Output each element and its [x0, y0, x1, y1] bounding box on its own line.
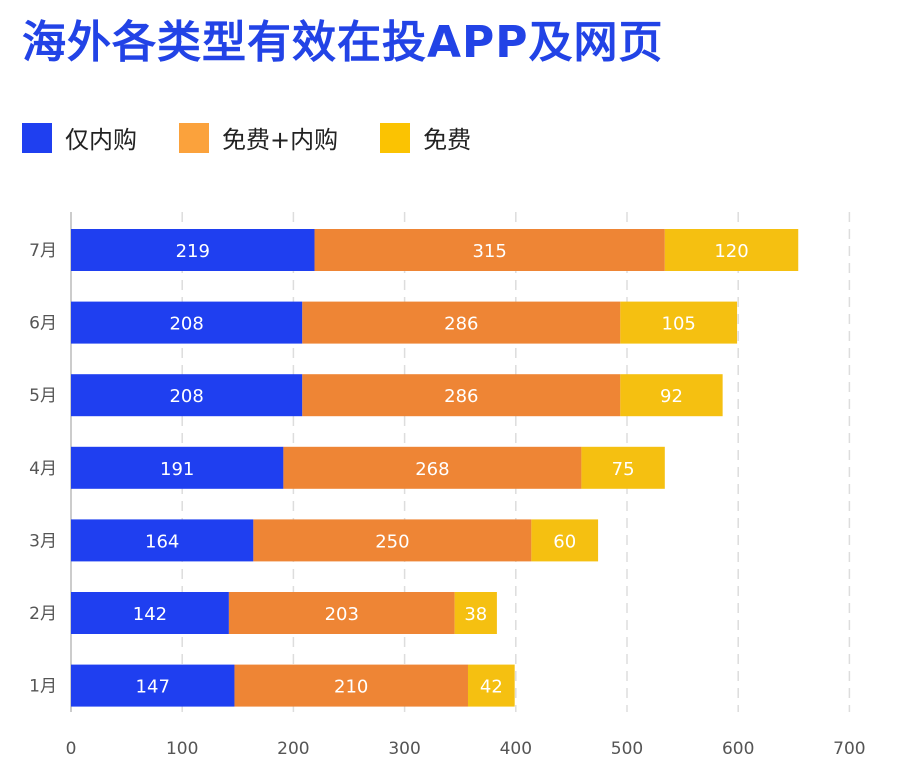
- chart-title: 海外各类型有效在投APP及网页: [22, 17, 664, 68]
- bar-segment: [664, 229, 799, 271]
- bar-value-label: 120: [714, 241, 748, 262]
- bar-value-label: 286: [444, 314, 478, 335]
- legend-label-iap-only: 仅内购: [65, 126, 137, 154]
- y-category-label: 1月: [29, 677, 57, 697]
- legend-swatch-free-plus-iap: [179, 122, 209, 153]
- bar-value-label: 38: [464, 604, 487, 625]
- bar-segment: [314, 229, 665, 271]
- legend-label-free: 免费: [423, 126, 472, 154]
- x-tick-label: 500: [611, 739, 643, 759]
- x-tick-label: 700: [833, 739, 865, 759]
- legend-swatch-iap-only: [22, 122, 52, 153]
- legend-swatch-free: [380, 122, 411, 153]
- bar-segment: [531, 519, 599, 562]
- bar-value-label: 142: [133, 604, 167, 625]
- bar-segment: [620, 301, 738, 344]
- bar-segment: [71, 301, 303, 344]
- bar-segment: [71, 664, 235, 707]
- y-category-label: 7月: [29, 241, 57, 261]
- bar-value-label: 42: [480, 677, 503, 698]
- y-category-label: 5月: [29, 386, 57, 406]
- bar-segment: [253, 519, 532, 562]
- bar-value-label: 147: [136, 677, 170, 698]
- y-category-label: 4月: [29, 459, 57, 479]
- y-category-label: 3月: [29, 531, 57, 551]
- bar-segment: [71, 519, 254, 562]
- bar-segment: [71, 229, 315, 271]
- bar-value-label: 92: [660, 386, 683, 407]
- legend-item-free: 免费: [380, 120, 471, 155]
- bar-value-label: 164: [145, 531, 179, 552]
- legend-item-free-plus-iap: 免费+内购: [179, 120, 338, 155]
- bar-value-label: 60: [553, 531, 576, 552]
- x-tick-label: 0: [66, 739, 77, 759]
- x-tick-label: 100: [166, 739, 198, 759]
- bar-segment: [302, 301, 621, 344]
- bar-value-label: 75: [612, 459, 635, 480]
- bar-segment: [581, 446, 665, 489]
- bar-segment: [71, 374, 303, 417]
- bar-value-label: 208: [169, 314, 203, 335]
- y-category-label: 6月: [29, 314, 57, 334]
- bar-segment: [71, 446, 284, 489]
- bar-value-label: 210: [334, 677, 368, 698]
- bar-value-label: 250: [375, 531, 409, 552]
- x-tick-label: 200: [277, 739, 309, 759]
- bar-segment: [234, 664, 468, 707]
- y-category-label: 2月: [29, 604, 57, 624]
- bar-value-label: 208: [169, 386, 203, 407]
- legend: 仅内购 免费+内购 免费: [22, 120, 471, 155]
- bar-value-label: 268: [415, 459, 449, 480]
- bar-value-label: 191: [160, 459, 194, 480]
- bar-segment: [302, 374, 621, 417]
- x-axis: 0 100 200 300 400 500 600 700: [66, 739, 866, 759]
- bars: 219 315 120 208 286 105 208 286 92 191 268 75 164 250…: [71, 229, 799, 707]
- y-axis: 7月 6月 5月 4月 3月 2月 1月: [29, 241, 57, 697]
- bar-value-label: 219: [176, 241, 210, 262]
- x-tick-label: 400: [500, 739, 532, 759]
- x-tick-label: 300: [388, 739, 420, 759]
- bar-segment: [467, 664, 515, 707]
- bar-value-label: 315: [472, 241, 506, 262]
- bar-segment: [71, 592, 229, 634]
- bar-value-label: 105: [662, 314, 696, 335]
- bar-segment: [228, 592, 455, 634]
- legend-item-iap-only: 仅内购: [22, 120, 137, 155]
- bar-value-label: 203: [325, 604, 359, 625]
- x-tick-label: 600: [722, 739, 754, 759]
- bar-value-label: 286: [444, 386, 478, 407]
- legend-label-free-plus-iap: 免费+内购: [222, 126, 339, 154]
- bar-segment: [283, 446, 582, 489]
- bar-segment: [620, 374, 723, 417]
- bar-segment: [454, 592, 497, 634]
